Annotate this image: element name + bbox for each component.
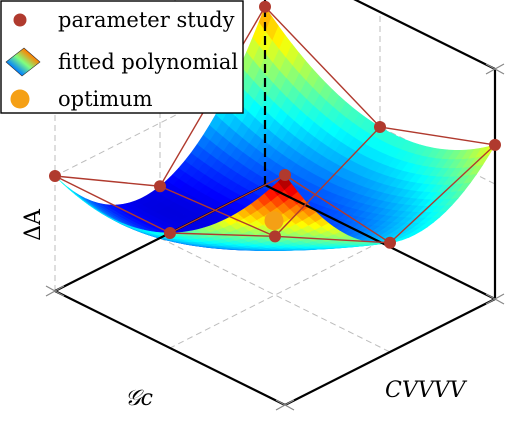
z-axis-label: ΔA [21, 208, 46, 241]
parameter-study-mesh-line [169, 174, 286, 234]
parameter-study-mesh-line [54, 175, 171, 234]
legend-label: parameter study [58, 8, 235, 32]
parameter-study-mesh-line [54, 175, 161, 187]
y-axis-label: CVVVV [385, 378, 467, 403]
grid-line [169, 241, 381, 349]
x-axis-label: 𝒢c [125, 386, 153, 411]
parameter-study-point [49, 170, 61, 182]
box-edge [54, 290, 286, 406]
legend: parameter study fitted polynomial optimum [0, 0, 244, 114]
parameter-study-mesh-line [284, 174, 391, 244]
legend-label: optimum [58, 87, 153, 111]
parameter-study-point [164, 227, 176, 239]
box-corner-tick [485, 63, 505, 75]
parameter-study-points [49, 0, 501, 249]
parameter-study-point [384, 236, 396, 249]
parameter-study-mesh-line [169, 232, 276, 238]
parameter-study-mesh-line [159, 185, 276, 237]
legend-item: parameter study [13, 8, 235, 32]
legend-swatch [5, 47, 41, 77]
parameter-study-point [154, 180, 166, 193]
grid-line [159, 237, 391, 353]
box-corner-tick [485, 293, 505, 305]
box-corner-tick [45, 285, 65, 297]
box-corner-tick [275, 399, 295, 411]
parameter-study-point [269, 230, 281, 243]
legend-item: fitted polynomial [5, 47, 238, 77]
legend-box [0, 0, 244, 114]
parameter-study-point [279, 169, 291, 181]
legend-item: optimum [10, 87, 153, 111]
optimum-point [264, 211, 284, 231]
parameter-study-point [489, 138, 501, 151]
box-edge [353, 0, 496, 70]
box-edge [284, 298, 496, 406]
legend-marker [13, 13, 27, 27]
parameter-study-mesh-line [274, 126, 381, 237]
parameter-study-point [259, 0, 271, 13]
parameter-study-mesh-line [389, 144, 496, 244]
parameter-study-mesh-line [379, 126, 496, 146]
parameter-study-point [374, 121, 386, 133]
legend-label: fitted polynomial [58, 50, 238, 74]
legend-marker [10, 89, 30, 109]
parameter-study-mesh-line [274, 235, 391, 244]
parameter-study-mesh-line [264, 6, 381, 128]
